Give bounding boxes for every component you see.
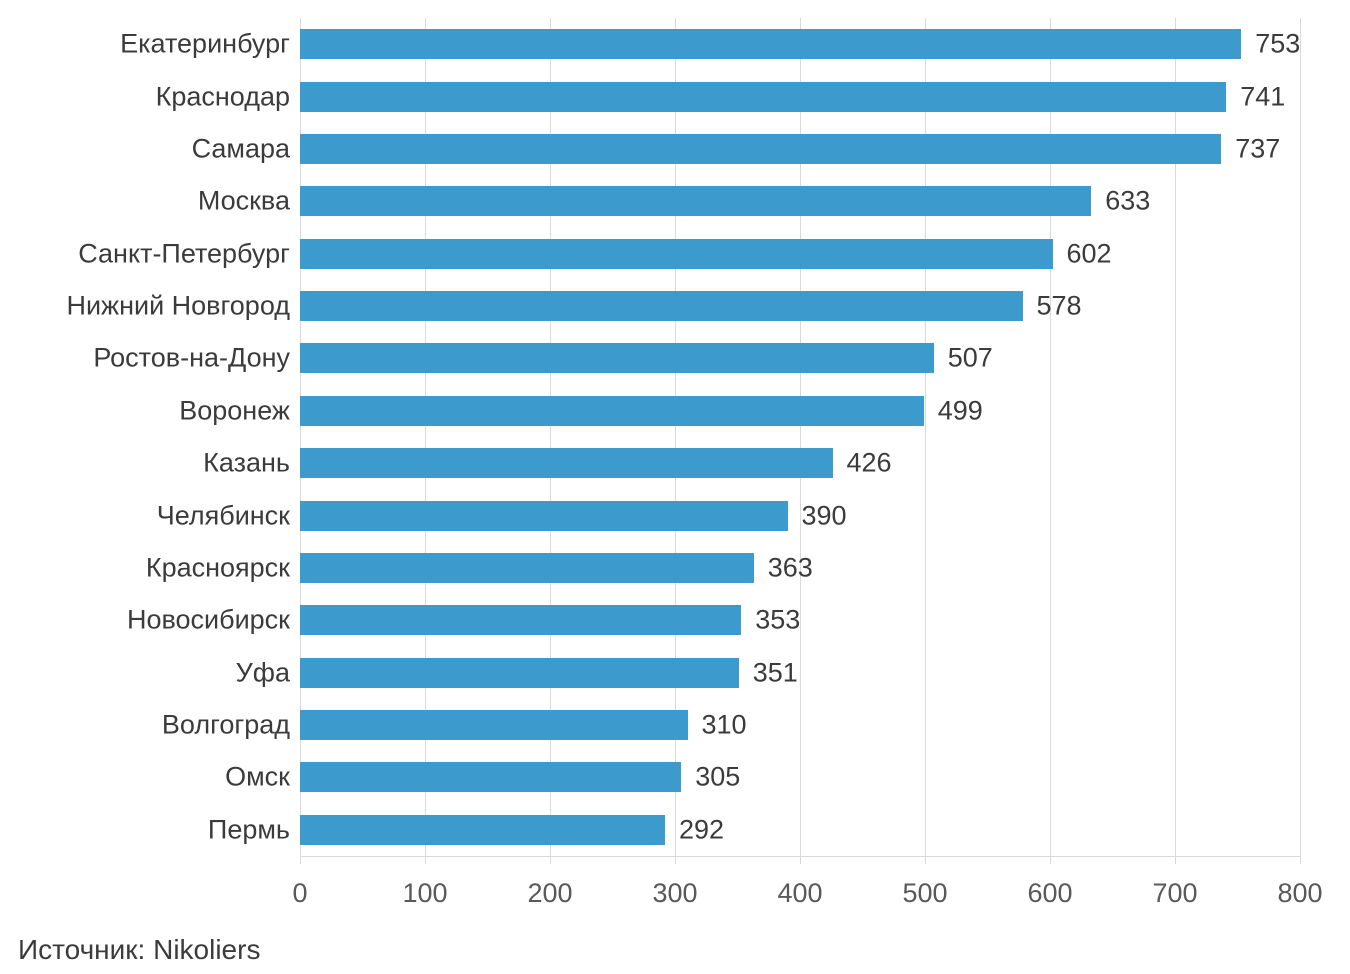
bar-value-label: 499: [938, 395, 983, 426]
category-label: Санкт-Петербург: [78, 238, 290, 269]
bar-value-label: 578: [1037, 291, 1082, 322]
x-tick-label: 300: [652, 878, 697, 909]
bar-value-label: 507: [948, 343, 993, 374]
bar: [300, 605, 741, 635]
bar: [300, 448, 833, 478]
category-label: Воронеж: [179, 395, 290, 426]
bar: [300, 501, 788, 531]
bar-value-label: 292: [679, 814, 724, 845]
bar-value-label: 390: [802, 500, 847, 531]
bar-value-label: 737: [1235, 133, 1280, 164]
x-tick-label: 800: [1277, 878, 1322, 909]
x-axis-line: [300, 856, 1300, 857]
x-tick-label: 100: [402, 878, 447, 909]
category-label: Челябинск: [157, 500, 290, 531]
bar: [300, 239, 1053, 269]
category-label: Нижний Новгород: [66, 291, 290, 322]
x-tick: [925, 856, 926, 864]
bar: [300, 553, 754, 583]
category-label: Ростов-на-Дону: [93, 343, 290, 374]
gridline: [1300, 18, 1301, 856]
category-label: Казань: [203, 448, 290, 479]
category-label: Краснодар: [156, 81, 290, 112]
bar-value-label: 602: [1067, 238, 1112, 269]
x-tick-label: 500: [902, 878, 947, 909]
bar: [300, 134, 1221, 164]
x-tick: [300, 856, 301, 864]
bar-value-label: 363: [768, 552, 813, 583]
bar-value-label: 426: [847, 448, 892, 479]
y-axis-labels: Екатеринбург Краснодар Самара Москва Санкт-П…: [0, 18, 290, 856]
x-tick: [675, 856, 676, 864]
bar: [300, 658, 739, 688]
x-tick-label: 700: [1152, 878, 1197, 909]
category-label: Омск: [225, 762, 290, 793]
bar-value-label: 753: [1255, 29, 1300, 60]
bar: [300, 710, 688, 740]
source-caption: Источник: Nikoliers: [18, 934, 260, 966]
bar: [300, 291, 1023, 321]
bar-value-label: 633: [1105, 186, 1150, 217]
bar: [300, 186, 1091, 216]
category-label: Москва: [198, 186, 290, 217]
bar: [300, 762, 681, 792]
bar: [300, 29, 1241, 59]
category-label: Уфа: [236, 657, 290, 688]
bar-value-label: 351: [753, 657, 798, 688]
bar: [300, 343, 934, 373]
x-tick-label: 200: [527, 878, 572, 909]
category-label: Волгоград: [162, 710, 290, 741]
x-tick: [1300, 856, 1301, 864]
category-label: Екатеринбург: [120, 29, 290, 60]
bar-value-label: 310: [702, 710, 747, 741]
x-tick: [1175, 856, 1176, 864]
x-tick-label: 600: [1027, 878, 1072, 909]
bar: [300, 82, 1226, 112]
bar-value-label: 305: [695, 762, 740, 793]
x-tick: [425, 856, 426, 864]
bar-value-label: 353: [755, 605, 800, 636]
category-label: Пермь: [208, 814, 290, 845]
category-label: Новосибирск: [127, 605, 290, 636]
plot-area: 0100200300400500600700800753741737633602…: [300, 18, 1300, 856]
source-text: Источник: Nikoliers: [18, 934, 260, 965]
x-tick: [1050, 856, 1051, 864]
bar-value-label: 741: [1240, 81, 1285, 112]
x-tick-label: 0: [292, 878, 307, 909]
x-tick-label: 400: [777, 878, 822, 909]
x-tick: [550, 856, 551, 864]
x-tick: [800, 856, 801, 864]
bar: [300, 396, 924, 426]
bar: [300, 815, 665, 845]
chart-container: Екатеринбург Краснодар Самара Москва Санкт-П…: [0, 0, 1350, 974]
category-label: Самара: [192, 133, 290, 164]
category-label: Красноярск: [146, 552, 290, 583]
